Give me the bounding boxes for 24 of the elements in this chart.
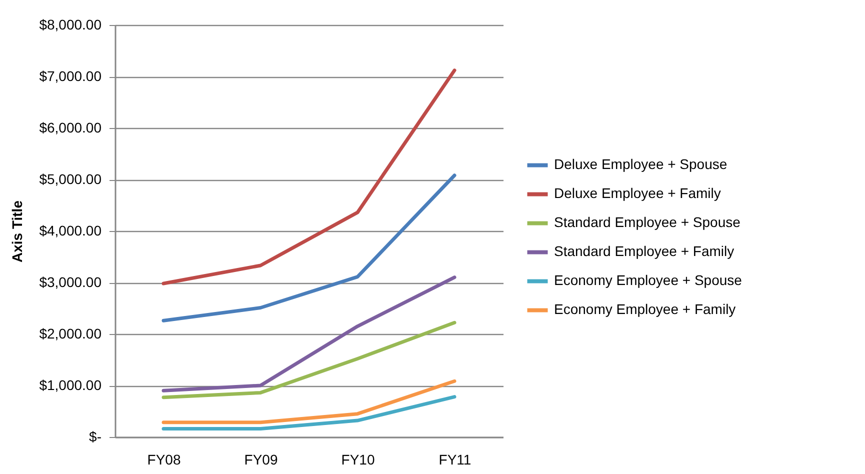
line-series xyxy=(162,174,456,322)
x-tick-label: FY08 xyxy=(147,452,181,468)
line-series xyxy=(162,68,456,286)
line-series xyxy=(162,320,456,400)
y-tick-label: $2,000.00 xyxy=(39,326,102,342)
legend-label: Economy Employee + Family xyxy=(554,301,736,318)
y-tick-label: $3,000.00 xyxy=(39,274,102,290)
legend-label: Economy Employee + Spouse xyxy=(554,272,742,288)
y-tick-label: $6,000.00 xyxy=(39,120,102,136)
y-tick-label: $8,000.00 xyxy=(39,16,102,32)
legend-label: Deluxe Employee + Family xyxy=(554,185,721,202)
line-series xyxy=(162,276,456,392)
x-tick-label: FY09 xyxy=(244,452,278,468)
legend-label: Standard Employee + Spouse xyxy=(554,214,741,230)
y-tick-label: $5,000.00 xyxy=(39,171,102,187)
y-axis-title: Axis Title xyxy=(9,200,26,262)
x-tick-label: FY11 xyxy=(438,452,472,468)
y-tick-label: $4,000.00 xyxy=(39,222,102,238)
y-tick-label: $7,000.00 xyxy=(39,68,102,84)
y-tick-label: $1,000.00 xyxy=(39,377,102,393)
x-tick-label: FY10 xyxy=(341,452,375,468)
legend-label: Standard Employee + Family xyxy=(554,243,734,260)
y-tick-label: $- xyxy=(89,428,102,444)
legend-label: Deluxe Employee + Spouse xyxy=(554,156,728,172)
